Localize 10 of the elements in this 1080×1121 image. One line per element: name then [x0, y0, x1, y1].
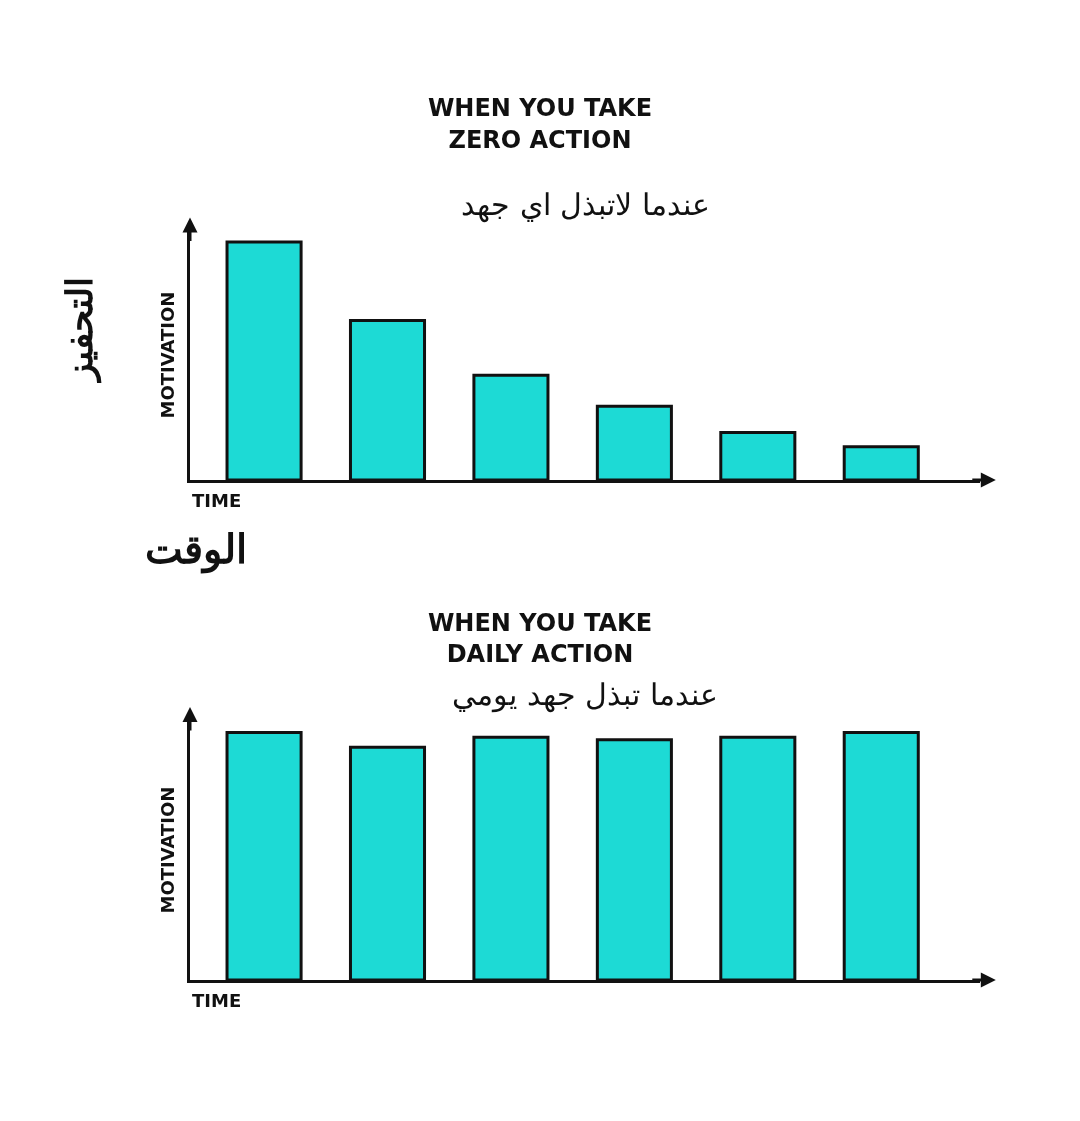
y-axis-title: MOTIVATION	[157, 786, 179, 914]
chart-subtitle: عندما لاتبذل اي جهد	[461, 187, 710, 223]
text: الوقت	[145, 525, 247, 574]
chart-subtitle: عندما تبذل جهد يومي	[452, 677, 718, 713]
x-axis-title: TIME	[192, 990, 242, 1011]
x-axis-title: TIME	[192, 490, 242, 511]
chart-title: WHEN YOU TAKE DAILY ACTION	[427, 608, 653, 668]
chart-title: WHEN YOU TAKE ZERO ACTION	[427, 94, 653, 154]
text: التحفيز	[57, 276, 102, 384]
y-axis-title: MOTIVATION	[157, 291, 179, 419]
